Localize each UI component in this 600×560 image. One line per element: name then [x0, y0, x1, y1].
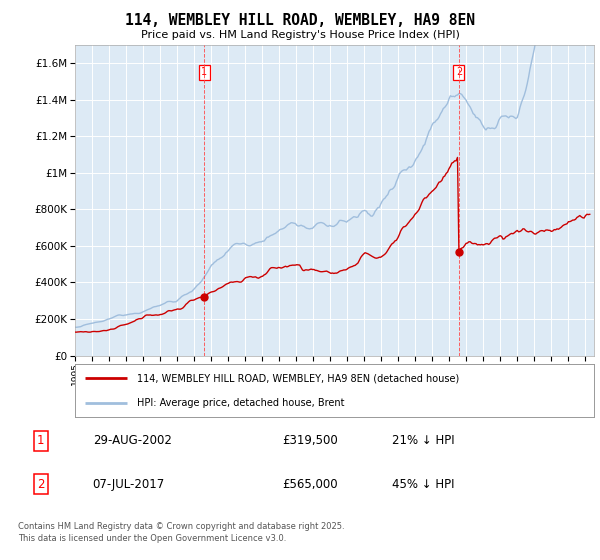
- Text: 114, WEMBLEY HILL ROAD, WEMBLEY, HA9 8EN: 114, WEMBLEY HILL ROAD, WEMBLEY, HA9 8EN: [125, 13, 475, 28]
- Text: £319,500: £319,500: [283, 435, 338, 447]
- Text: £565,000: £565,000: [283, 478, 338, 491]
- Text: HPI: Average price, detached house, Brent: HPI: Average price, detached house, Bren…: [137, 398, 345, 408]
- Text: 1: 1: [37, 435, 44, 447]
- Text: Contains HM Land Registry data © Crown copyright and database right 2025.
This d: Contains HM Land Registry data © Crown c…: [18, 522, 344, 543]
- Text: 29-AUG-2002: 29-AUG-2002: [92, 435, 172, 447]
- Text: 45% ↓ HPI: 45% ↓ HPI: [392, 478, 455, 491]
- Text: 2: 2: [37, 478, 44, 491]
- Text: 2: 2: [456, 67, 462, 77]
- Text: 114, WEMBLEY HILL ROAD, WEMBLEY, HA9 8EN (detached house): 114, WEMBLEY HILL ROAD, WEMBLEY, HA9 8EN…: [137, 374, 460, 384]
- Text: 21% ↓ HPI: 21% ↓ HPI: [392, 435, 455, 447]
- Text: Price paid vs. HM Land Registry's House Price Index (HPI): Price paid vs. HM Land Registry's House …: [140, 30, 460, 40]
- Text: 07-JUL-2017: 07-JUL-2017: [92, 478, 165, 491]
- Text: 1: 1: [202, 67, 208, 77]
